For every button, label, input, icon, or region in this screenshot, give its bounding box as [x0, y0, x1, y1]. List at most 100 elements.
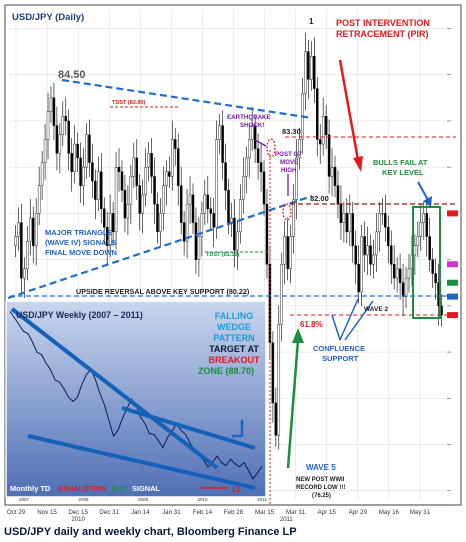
candle-body — [144, 166, 147, 196]
candle-body — [339, 203, 343, 223]
candle-body — [310, 56, 313, 80]
label-record-low-3: (76.25) — [312, 493, 331, 499]
candle-body — [159, 213, 162, 233]
label-tdst-8115: TDST (81.15) — [206, 252, 239, 258]
x-tick-label: Feb 14 — [193, 509, 213, 516]
label-post-g7-3: HIGH — [281, 167, 297, 174]
label-wave-5: WAVE 5 — [306, 463, 336, 472]
label-target-at: TARGET AT — [209, 344, 259, 354]
annotation-texts: USD/JPY (Daily) 84.50 TDST (83.90) EARTH… — [10, 12, 430, 499]
candle-body — [253, 125, 257, 149]
inset-x-tick-label: 2011 — [257, 497, 267, 502]
label-confluence-1: CONFLUENCE — [313, 344, 365, 353]
candle-body — [215, 139, 218, 228]
label-buy: BUY — [112, 484, 128, 493]
candle-body — [58, 134, 62, 154]
price-tag — [447, 210, 458, 217]
candle-body — [425, 213, 428, 237]
intervention-arrowhead — [353, 156, 363, 172]
candle-body — [384, 213, 387, 228]
x-tick-label: Dec 15 — [68, 509, 88, 516]
label-post-g7-2: MOVE — [280, 159, 298, 166]
label-earthquake-2: SHOCK! — [240, 122, 264, 129]
candle-body — [29, 217, 32, 242]
triangle-upper-trendline — [61, 78, 313, 120]
candle-body — [82, 166, 85, 186]
x-axis: Oct 29 Nov 15 Dec 15 Dec 31 Jan 14 Jan 31 Feb … — [7, 504, 451, 523]
candle-body — [392, 264, 396, 279]
label-zone: ZONE (88.70) — [198, 366, 254, 376]
candle-body — [176, 148, 180, 186]
label-bulls-fail-1: BULLS FAIL AT — [373, 158, 428, 167]
candle-body — [31, 217, 35, 246]
candle-body — [162, 185, 165, 214]
x-tick-label: Nov 15 — [37, 509, 57, 516]
candle-body — [150, 153, 153, 177]
candle-body — [67, 120, 70, 154]
candle-body — [327, 134, 331, 177]
x-tick-label: Mar 15 — [255, 509, 275, 516]
candle-body — [342, 213, 346, 223]
label-triangle-1: MAJOR TRIANGLE — [45, 228, 113, 237]
candle-body — [94, 180, 97, 200]
usdjpy-chart: USD/JPY (Daily) 84.50 TDST (83.90) EARTH… — [4, 4, 462, 523]
candle-body — [262, 171, 266, 205]
x-tick-label: Apr 29 — [349, 509, 368, 516]
label-breakout: BREAKOUT — [209, 355, 261, 365]
candle-body — [126, 203, 130, 219]
candle-body — [52, 97, 56, 126]
x-tick-label: Oct 29 — [7, 509, 26, 516]
candle-body — [34, 213, 38, 246]
candle-body — [200, 213, 204, 237]
candle-body — [73, 143, 76, 172]
candle-body — [191, 194, 195, 223]
candle-body — [153, 176, 156, 205]
candle-body — [111, 213, 115, 233]
candle-body — [330, 166, 334, 177]
candle-body — [188, 194, 192, 205]
candle-body — [298, 139, 301, 159]
candle-body — [381, 213, 384, 215]
overlay-lines — [7, 59, 456, 505]
candle-body — [351, 213, 354, 246]
triangle-lower-trendline — [7, 194, 313, 300]
candle-body — [64, 116, 68, 122]
x-year-label: 2010 — [71, 517, 85, 522]
candle-body — [100, 171, 103, 209]
weekly-inset — [5, 300, 267, 498]
candle-body — [434, 273, 437, 283]
candle-body — [141, 194, 144, 214]
candle-body — [233, 217, 236, 251]
candle-body — [318, 139, 322, 145]
candle-body — [354, 245, 357, 265]
label-earthquake-1: EARTHQUAKE — [227, 114, 271, 121]
candle-body — [203, 194, 207, 214]
x-tick-label: Jan 31 — [162, 509, 181, 516]
candle-body — [40, 162, 44, 186]
label-monthly-td: Monthly TD — [10, 484, 51, 493]
x-tick-label: May 31 — [410, 509, 431, 516]
candle-body — [324, 116, 328, 136]
candle-body — [242, 176, 245, 200]
candle-body — [105, 227, 109, 246]
label-td-13: 13 — [231, 485, 240, 494]
candle-series — [14, 32, 443, 450]
x-tick-label: Dec 31 — [99, 509, 119, 516]
bulls-fail-arrowhead — [423, 196, 432, 207]
candle-body — [88, 134, 91, 163]
candle-body — [416, 236, 420, 246]
candle-body — [250, 125, 254, 140]
candle-body — [274, 402, 278, 436]
candle-body — [221, 125, 224, 163]
wedge-breakout-line — [121, 406, 256, 450]
candle-body — [20, 222, 23, 279]
candle-body — [182, 222, 186, 242]
label-pattern: PATTERN — [213, 333, 254, 343]
inset-x-tick-label: 2008 — [78, 497, 89, 502]
earthquake-ellipse — [266, 138, 276, 158]
candle-body — [209, 208, 212, 214]
candle-body — [265, 203, 269, 265]
candle-body — [179, 185, 183, 223]
candle-body — [46, 111, 50, 140]
candle-body — [79, 157, 82, 186]
